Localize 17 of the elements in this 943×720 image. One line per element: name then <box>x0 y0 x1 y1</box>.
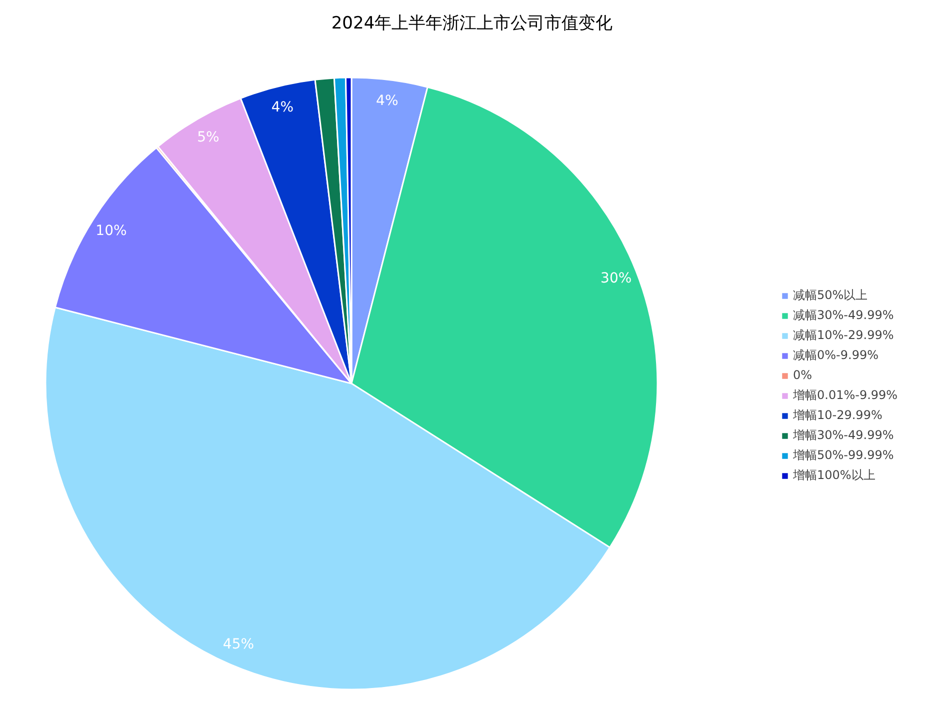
data-label: 5% <box>197 130 220 146</box>
legend-label: 减幅50%以上 <box>793 286 868 304</box>
legend-label: 减幅0%-9.99% <box>793 346 878 364</box>
legend-label: 增幅30%-49.99% <box>793 426 894 444</box>
legend-label: 增幅100%以上 <box>793 466 876 484</box>
data-label: 45% <box>222 636 254 653</box>
legend-label: 0% <box>793 367 813 384</box>
legend-label: 增幅50%-99.99% <box>793 446 894 464</box>
legend-label: 减幅10%-29.99% <box>793 326 894 344</box>
legend-label: 减幅30%-49.99% <box>793 306 894 324</box>
legend-label: 增幅0.01%-9.99% <box>793 386 898 404</box>
chart-title: 2024年上半年浙江上市公司市值变化 <box>331 14 613 34</box>
data-label: 4% <box>271 99 294 116</box>
data-label: 4% <box>376 93 398 110</box>
data-label: 30% <box>600 270 632 287</box>
data-label: 10% <box>96 223 127 240</box>
legend-label: 增幅10-29.99% <box>793 406 882 424</box>
